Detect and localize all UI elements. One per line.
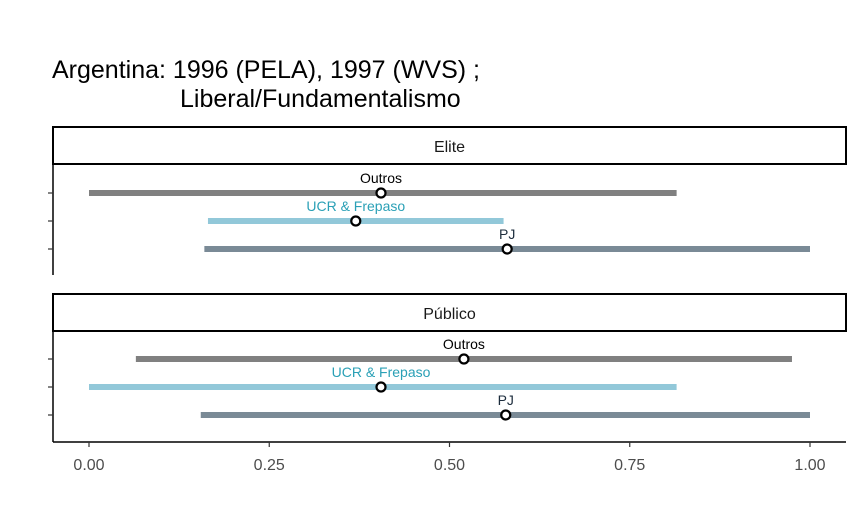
series-label-2-2: UCR & Frepaso — [332, 364, 431, 380]
facet-strip-label-1: Elite — [434, 139, 465, 156]
x-tick-label-2: 0.25 — [254, 457, 285, 474]
point-estimate-1-2 — [350, 215, 362, 227]
point-estimate-2-3 — [500, 409, 512, 421]
facet-strip-label-2: Público — [423, 306, 476, 323]
point-estimate-1-3 — [501, 243, 513, 255]
facet-strip-2 — [52, 293, 847, 332]
facet-strip-1 — [52, 126, 847, 165]
x-tick-label-5: 1.00 — [794, 457, 825, 474]
series-label-2-1: Outros — [443, 336, 485, 352]
series-label-2-3: PJ — [498, 392, 514, 408]
chart-title-line1: Argentina: 1996 (PELA), 1997 (WVS) ; — [52, 56, 480, 84]
point-estimate-2-2 — [375, 381, 387, 393]
point-estimate-1-1 — [375, 187, 387, 199]
x-tick-label-3: 0.50 — [434, 457, 465, 474]
series-label-1-2: UCR & Frepaso — [306, 198, 405, 214]
series-label-1-3: PJ — [499, 226, 515, 242]
series-label-1-1: Outros — [360, 170, 402, 186]
x-tick-label-1: 0.00 — [73, 457, 104, 474]
chart-title-line2: Liberal/Fundamentalismo — [180, 85, 461, 113]
point-estimate-2-1 — [458, 353, 470, 365]
x-tick-label-4: 0.75 — [614, 457, 645, 474]
